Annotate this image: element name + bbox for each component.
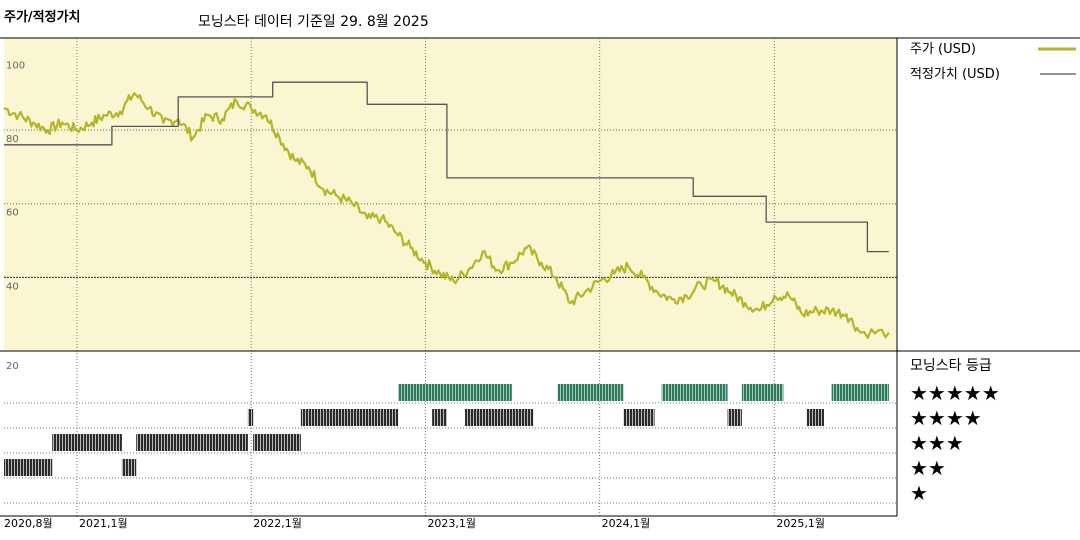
chart-subtitle: 모닝스타 데이터 기준일 29. 8월 2025 [198,14,429,30]
rating-bar-5-star [661,384,728,401]
rating-bar-3-star [136,434,248,451]
x-tick-label: 2021,1월 [79,517,128,530]
rating-bar-3-star [52,434,122,451]
price-panel-background [4,38,897,351]
y-tick-label: 80 [6,134,19,145]
x-tick-label: 2022,1월 [253,517,302,530]
rating-label: ★★★ [910,431,964,455]
rating-bar-5-star [557,384,624,401]
price-line [3,92,890,339]
fair-value-line [4,81,889,253]
rating-label: ★ [910,481,928,505]
rating-bar-4-star [727,409,742,426]
chart-title: 주가/적정가치 [4,10,81,25]
rating-bar-4-star [432,409,447,426]
rating-label: ★★★★★ [910,381,1000,405]
y-tick-label: 60 [6,208,19,219]
y-tick-label: 20 [6,361,19,372]
rating-bar-4-star [247,409,254,426]
rating-bar-2-star [4,459,53,476]
rating-bar-4-star [300,409,399,426]
rating-label: ★★★★ [910,406,982,430]
x-tick-label: 2024,1월 [602,517,651,530]
rating-panel-background [4,351,897,516]
rating-bar-3-star [253,434,301,451]
rating-bar-4-star [806,409,824,426]
y-tick-label: 100 [6,60,25,71]
rating-label: ★★ [910,456,946,480]
x-tick-label: 2025,1월 [776,517,825,530]
rating-bar-4-star [465,409,534,426]
rating-bar-5-star [831,384,889,401]
y-tick-label: 40 [6,281,19,292]
rating-bar-4-star [623,409,655,426]
rating-bar-2-star [121,459,137,476]
rating-bar-5-star [446,384,466,401]
rating-title: 모닝스타 등급 [910,358,992,374]
legend-label: 주가 (USD) [910,42,976,57]
x-tick-label: 2020,8월 [4,517,53,530]
legend-label: 적정가치 (USD) [910,67,1000,82]
rating-bar-5-star [741,384,784,401]
x-tick-label: 2023,1월 [427,517,476,530]
